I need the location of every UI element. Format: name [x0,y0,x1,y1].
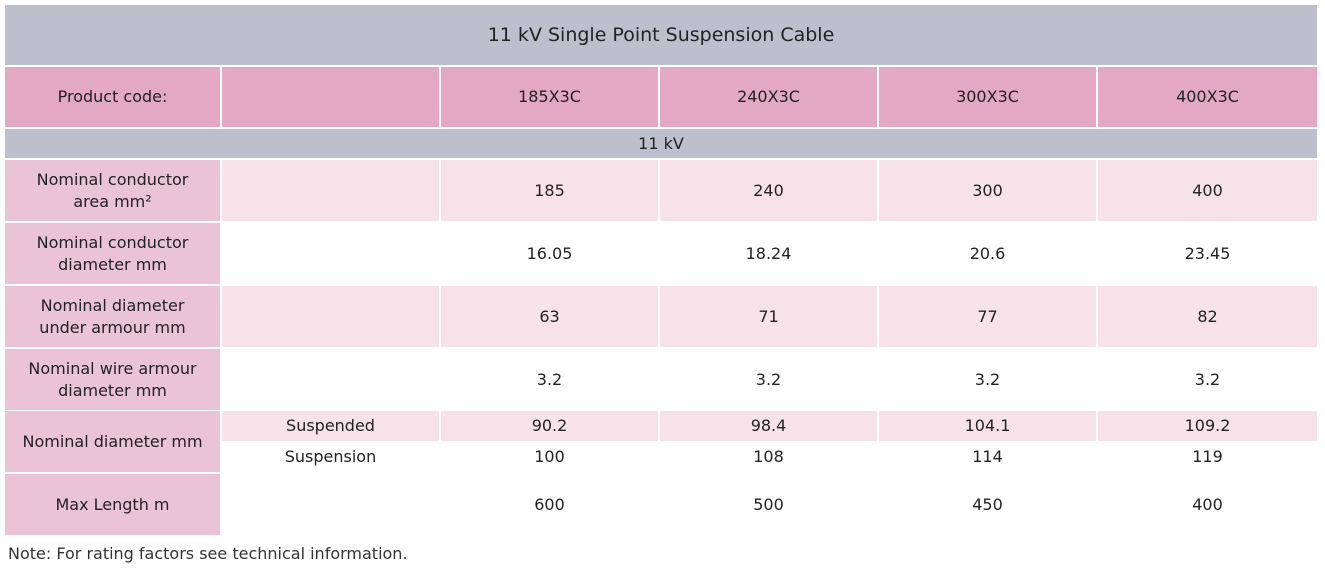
value: 600 [441,474,658,535]
header-blank [222,67,439,127]
value: 23.45 [1098,223,1317,284]
row-label: Nominal diameter mm [5,411,220,472]
value: 450 [879,474,1096,535]
table-title: 11 kV Single Point Suspension Cable [5,5,1317,65]
value: 185 [441,160,658,221]
value: 3.2 [660,349,877,410]
product-code: 400X3C [1098,67,1317,127]
row-label: Nominal diameter under armour mm [5,286,220,347]
value: 90.2 [441,411,658,441]
value: 63 [441,286,658,347]
sub-label: Suspension [222,442,439,472]
value: 108 [660,442,877,472]
value: 3.2 [879,349,1096,410]
row-label: Max Length m [5,474,220,535]
value: 18.24 [660,223,877,284]
note: Note: For rating factors see technical i… [8,544,408,563]
value: 500 [660,474,877,535]
value: 104.1 [879,411,1096,441]
product-code: 300X3C [879,67,1096,127]
blank [222,349,439,410]
value: 109.2 [1098,411,1317,441]
value: 82 [1098,286,1317,347]
section-label: 11 kV [5,129,1317,158]
value: 3.2 [441,349,658,410]
value: 114 [879,442,1096,472]
sub-label: Suspended [222,411,439,441]
row-label: Nominal conductor area mm² [5,160,220,221]
row-label: Nominal wire armour diameter mm [5,349,220,410]
blank [222,286,439,347]
value: 20.6 [879,223,1096,284]
value: 16.05 [441,223,658,284]
value: 400 [1098,160,1317,221]
value: 240 [660,160,877,221]
header-label: Product code: [5,67,220,127]
row-label: Nominal conductor diameter mm [5,223,220,284]
product-code: 240X3C [660,67,877,127]
blank [222,223,439,284]
blank [222,160,439,221]
value: 71 [660,286,877,347]
value: 119 [1098,442,1317,472]
value: 300 [879,160,1096,221]
value: 400 [1098,474,1317,535]
value: 100 [441,442,658,472]
value: 3.2 [1098,349,1317,410]
blank [222,474,439,535]
value: 98.4 [660,411,877,441]
product-code: 185X3C [441,67,658,127]
value: 77 [879,286,1096,347]
